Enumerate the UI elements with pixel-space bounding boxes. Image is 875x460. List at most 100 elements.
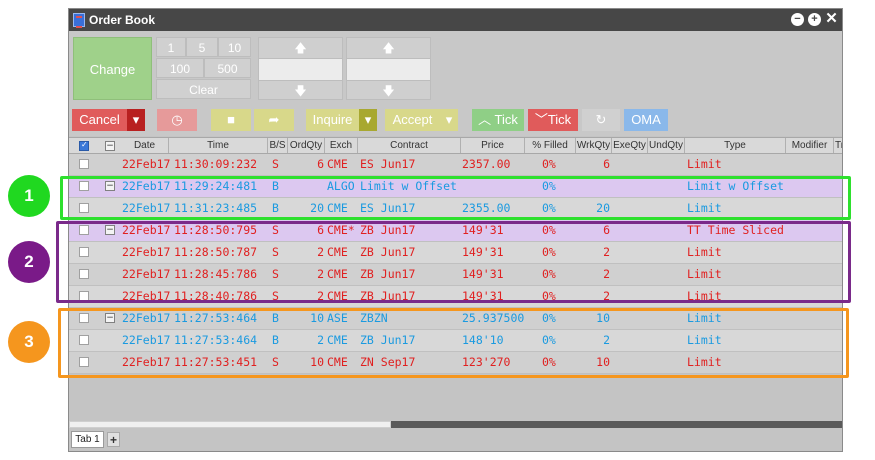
table-row[interactable]: 22Feb17 11:30:09:232 S 6 CME ES Jun17 2357.00 0…: [69, 154, 842, 176]
qty-1-button[interactable]: 1: [156, 37, 186, 57]
cell-price: 25.937500: [462, 311, 525, 325]
column-header-tr[interactable]: Tr: [834, 138, 842, 153]
row-checkbox[interactable]: [79, 247, 89, 257]
cell-bs: B: [272, 333, 279, 347]
column-header-undqty[interactable]: UndQty: [648, 138, 685, 153]
row-checkbox[interactable]: [79, 203, 89, 213]
cell-bs: S: [272, 289, 279, 303]
price-field[interactable]: [347, 58, 430, 81]
collapse-row-icon[interactable]: −: [105, 225, 115, 235]
column-header-time[interactable]: Time: [169, 138, 268, 153]
down-tick-button[interactable]: ﹀Tick: [528, 109, 578, 131]
table-row[interactable]: −22Feb17 11:27:53:464 B 10 ASE ZBZN 25.937500 0…: [69, 308, 842, 330]
select-all-checkbox[interactable]: [79, 140, 89, 151]
collapse-row-icon[interactable]: −: [105, 313, 115, 323]
cell-contract: ES Jun17: [360, 157, 416, 171]
refresh-button[interactable]: ↻: [582, 109, 620, 131]
column-header-wrkqty[interactable]: WrkQty: [576, 138, 612, 153]
cell-date: 22Feb17: [122, 333, 171, 347]
row-checkbox[interactable]: [79, 313, 89, 323]
table-row[interactable]: −22Feb17 11:28:50:795 S 6 CME* ZB Jun17 149'31…: [69, 220, 842, 242]
qty-5-button[interactable]: 5: [186, 37, 218, 57]
row-checkbox[interactable]: [79, 335, 89, 345]
table-row[interactable]: 22Feb17 11:28:50:787 S 2 CME ZB Jun17 149'31 0%…: [69, 242, 842, 264]
clear-button[interactable]: Clear: [156, 79, 251, 99]
cell-exch: CME: [327, 333, 348, 347]
close-icon[interactable]: ✕: [825, 10, 838, 27]
accept-button[interactable]: Accept: [385, 109, 440, 131]
cell-price: 2357.00: [462, 157, 511, 171]
oma-button[interactable]: OMA: [624, 109, 668, 131]
table-row[interactable]: 22Feb17 11:28:45:786 S 2 CME ZB Jun17 149'31 0%…: [69, 264, 842, 286]
collapse-all-icon[interactable]: −: [105, 141, 115, 151]
cell-filled: 0%: [542, 245, 556, 259]
title-bar[interactable]: Order Book − + ✕: [69, 9, 842, 31]
table-row[interactable]: 22Feb17 11:27:53:464 B 2 CME ZB Jun17 148'10 0%…: [69, 330, 842, 352]
cell-ordqty: 10: [310, 311, 324, 325]
column-header-price[interactable]: Price: [461, 138, 525, 153]
horizontal-scrollbar[interactable]: [69, 421, 842, 428]
cell-time: 11:27:53:451: [174, 355, 258, 369]
cell-bs: S: [272, 267, 279, 281]
inquire-button[interactable]: Inquire: [306, 109, 359, 131]
cell-contract: ZB Jun17: [360, 245, 416, 259]
forward-button[interactable]: ➦: [254, 109, 294, 131]
table-row[interactable]: 22Feb17 11:27:53:451 S 10 CME ZN Sep17 123'270…: [69, 352, 842, 374]
row-checkbox[interactable]: [79, 357, 89, 367]
quantity-field[interactable]: [259, 58, 342, 81]
row-checkbox[interactable]: [79, 269, 89, 279]
qty-100-button[interactable]: 100: [156, 58, 204, 78]
cell-date: 22Feb17: [122, 245, 171, 259]
minimize-icon[interactable]: −: [791, 13, 804, 26]
column-header-date[interactable]: Date: [121, 138, 169, 153]
callout-badge-3: 3: [8, 321, 50, 363]
callout-box-1: [60, 176, 851, 220]
cell-bs: B: [272, 311, 279, 325]
table-row[interactable]: 22Feb17 11:31:23:485 B 20 CME ES Jun17 2355.00…: [69, 198, 842, 220]
quantity-down-icon[interactable]: 🡇: [294, 84, 307, 98]
maximize-icon[interactable]: +: [808, 13, 821, 26]
cell-exch: CME: [327, 289, 348, 303]
cell-date: 22Feb17: [122, 201, 171, 215]
cell-type: Limit: [687, 355, 722, 369]
column-header-ordqty[interactable]: OrdQty: [288, 138, 325, 153]
refresh-icon: ↻: [595, 112, 607, 127]
column-header-modifier[interactable]: Modifier: [786, 138, 834, 153]
tab-1[interactable]: Tab 1: [71, 431, 104, 448]
row-checkbox[interactable]: [79, 225, 89, 235]
row-checkbox[interactable]: [79, 181, 89, 191]
price-up-icon[interactable]: 🡅: [382, 41, 395, 55]
collapse-row-icon[interactable]: −: [105, 181, 115, 191]
qty-500-button[interactable]: 500: [204, 58, 251, 78]
hold-button[interactable]: ■: [211, 109, 251, 131]
add-tab-button[interactable]: +: [107, 432, 120, 447]
cell-exch: CME: [327, 355, 348, 369]
price-down-icon[interactable]: 🡇: [382, 84, 395, 98]
qty-10-button[interactable]: 10: [218, 37, 251, 57]
up-tick-button[interactable]: ︿ Tick: [472, 109, 524, 131]
order-history-button[interactable]: ◷: [157, 109, 197, 131]
scrollbar-thumb[interactable]: [69, 421, 391, 428]
grid-header: − Date Time B/S OrdQty Exch Contract Pri…: [69, 137, 842, 154]
cell-ordqty: 6: [317, 223, 324, 237]
cell-bs: S: [272, 157, 279, 171]
column-header-exch[interactable]: Exch: [325, 138, 358, 153]
column-header-bs[interactable]: B/S: [268, 138, 288, 153]
callout-badge-2: 2: [8, 241, 50, 283]
cell-time: 11:29:24:481: [174, 179, 258, 193]
column-header-contract[interactable]: Contract: [358, 138, 461, 153]
cell-exch: CME: [327, 157, 348, 171]
cell-date: 22Feb17: [122, 311, 171, 325]
column-header-exeqty[interactable]: ExeQty: [612, 138, 648, 153]
accept-dropdown-icon[interactable]: ▾: [440, 109, 458, 131]
row-checkbox[interactable]: [79, 159, 89, 169]
column-header-filled[interactable]: % Filled: [525, 138, 576, 153]
column-header-type[interactable]: Type: [685, 138, 786, 153]
quantity-up-icon[interactable]: 🡅: [294, 41, 307, 55]
change-button[interactable]: Change: [73, 37, 152, 100]
cancel-button[interactable]: Cancel: [72, 109, 127, 131]
inquire-dropdown-icon[interactable]: ▾: [359, 109, 377, 131]
cancel-dropdown-icon[interactable]: ▾: [127, 109, 145, 131]
forward-arrow-icon: ➦: [268, 112, 280, 127]
table-row[interactable]: −22Feb17 11:29:24:481 B ALGO Limit w Offset 0…: [69, 176, 842, 198]
